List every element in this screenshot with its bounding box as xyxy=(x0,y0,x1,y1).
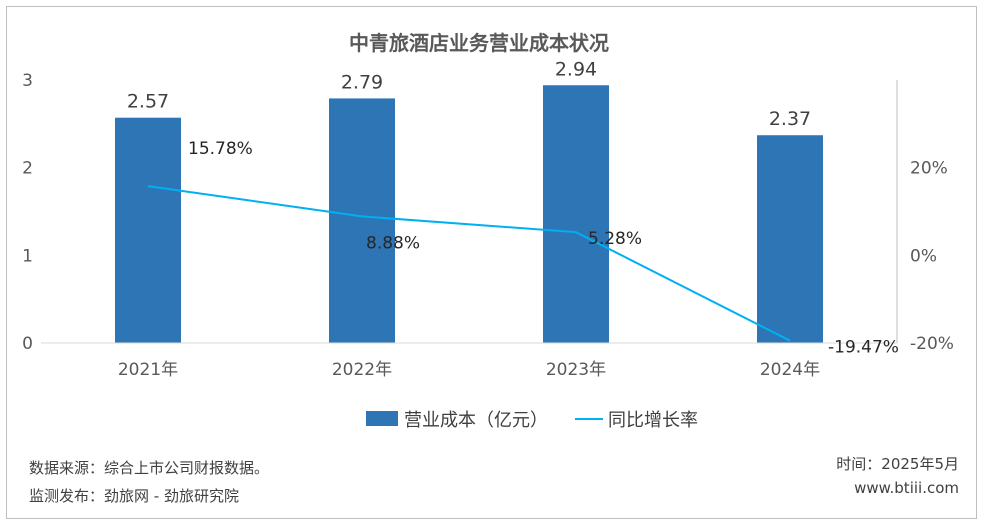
data-source-note: 数据来源：综合上市公司财报数据。 xyxy=(29,459,270,477)
y-left-tick-label: 1 xyxy=(22,246,33,266)
x-tick-label: 2022年 xyxy=(332,360,392,380)
bar xyxy=(329,98,395,343)
legend-bar-label: 营业成本（亿元） xyxy=(404,410,548,431)
x-tick-label: 2021年 xyxy=(118,360,178,380)
x-tick-label: 2023年 xyxy=(546,360,606,380)
growth-rate-label: 8.88% xyxy=(366,233,420,253)
bar-value-label: 2.94 xyxy=(555,58,597,80)
chart-frame: 中青旅酒店业务营业成本状况 0 1 2 3 -20% 0% 20% 2.57 2.79 2.94 2.… xyxy=(6,6,977,519)
bar xyxy=(543,85,609,343)
bar xyxy=(115,117,181,344)
y-right-tick-label: 20% xyxy=(910,159,948,179)
legend-line-label: 同比增长率 xyxy=(608,410,698,431)
website-url: www.btiii.com xyxy=(854,479,959,497)
bar-value-label: 2.57 xyxy=(127,91,169,113)
bar-value-label: 2.37 xyxy=(769,108,811,130)
y-left-tick-label: 2 xyxy=(22,159,33,179)
growth-rate-line xyxy=(147,185,791,342)
legend-bar-swatch xyxy=(366,411,398,426)
bar xyxy=(757,135,823,343)
growth-rate-label: 15.78% xyxy=(188,139,253,159)
y-right-tick-label: -20% xyxy=(910,334,954,354)
chart-svg: 中青旅酒店业务营业成本状况 0 1 2 3 -20% 0% 20% 2.57 2.79 2.94 2.… xyxy=(22,31,954,431)
publish-time: 时间：2025年5月 xyxy=(836,455,959,473)
growth-rate-label: 5.28% xyxy=(588,229,642,249)
bar-value-label: 2.79 xyxy=(341,71,383,93)
y-right-tick-label: 0% xyxy=(910,246,937,266)
x-tick-label: 2024年 xyxy=(760,360,820,380)
publisher-note: 监测发布：劲旅网 - 劲旅研究院 xyxy=(29,487,239,505)
y-left-tick-label: 3 xyxy=(22,71,33,91)
growth-rate-label: -19.47% xyxy=(828,338,899,358)
y-left-tick-label: 0 xyxy=(22,334,33,354)
chart-title: 中青旅酒店业务营业成本状况 xyxy=(349,31,609,55)
